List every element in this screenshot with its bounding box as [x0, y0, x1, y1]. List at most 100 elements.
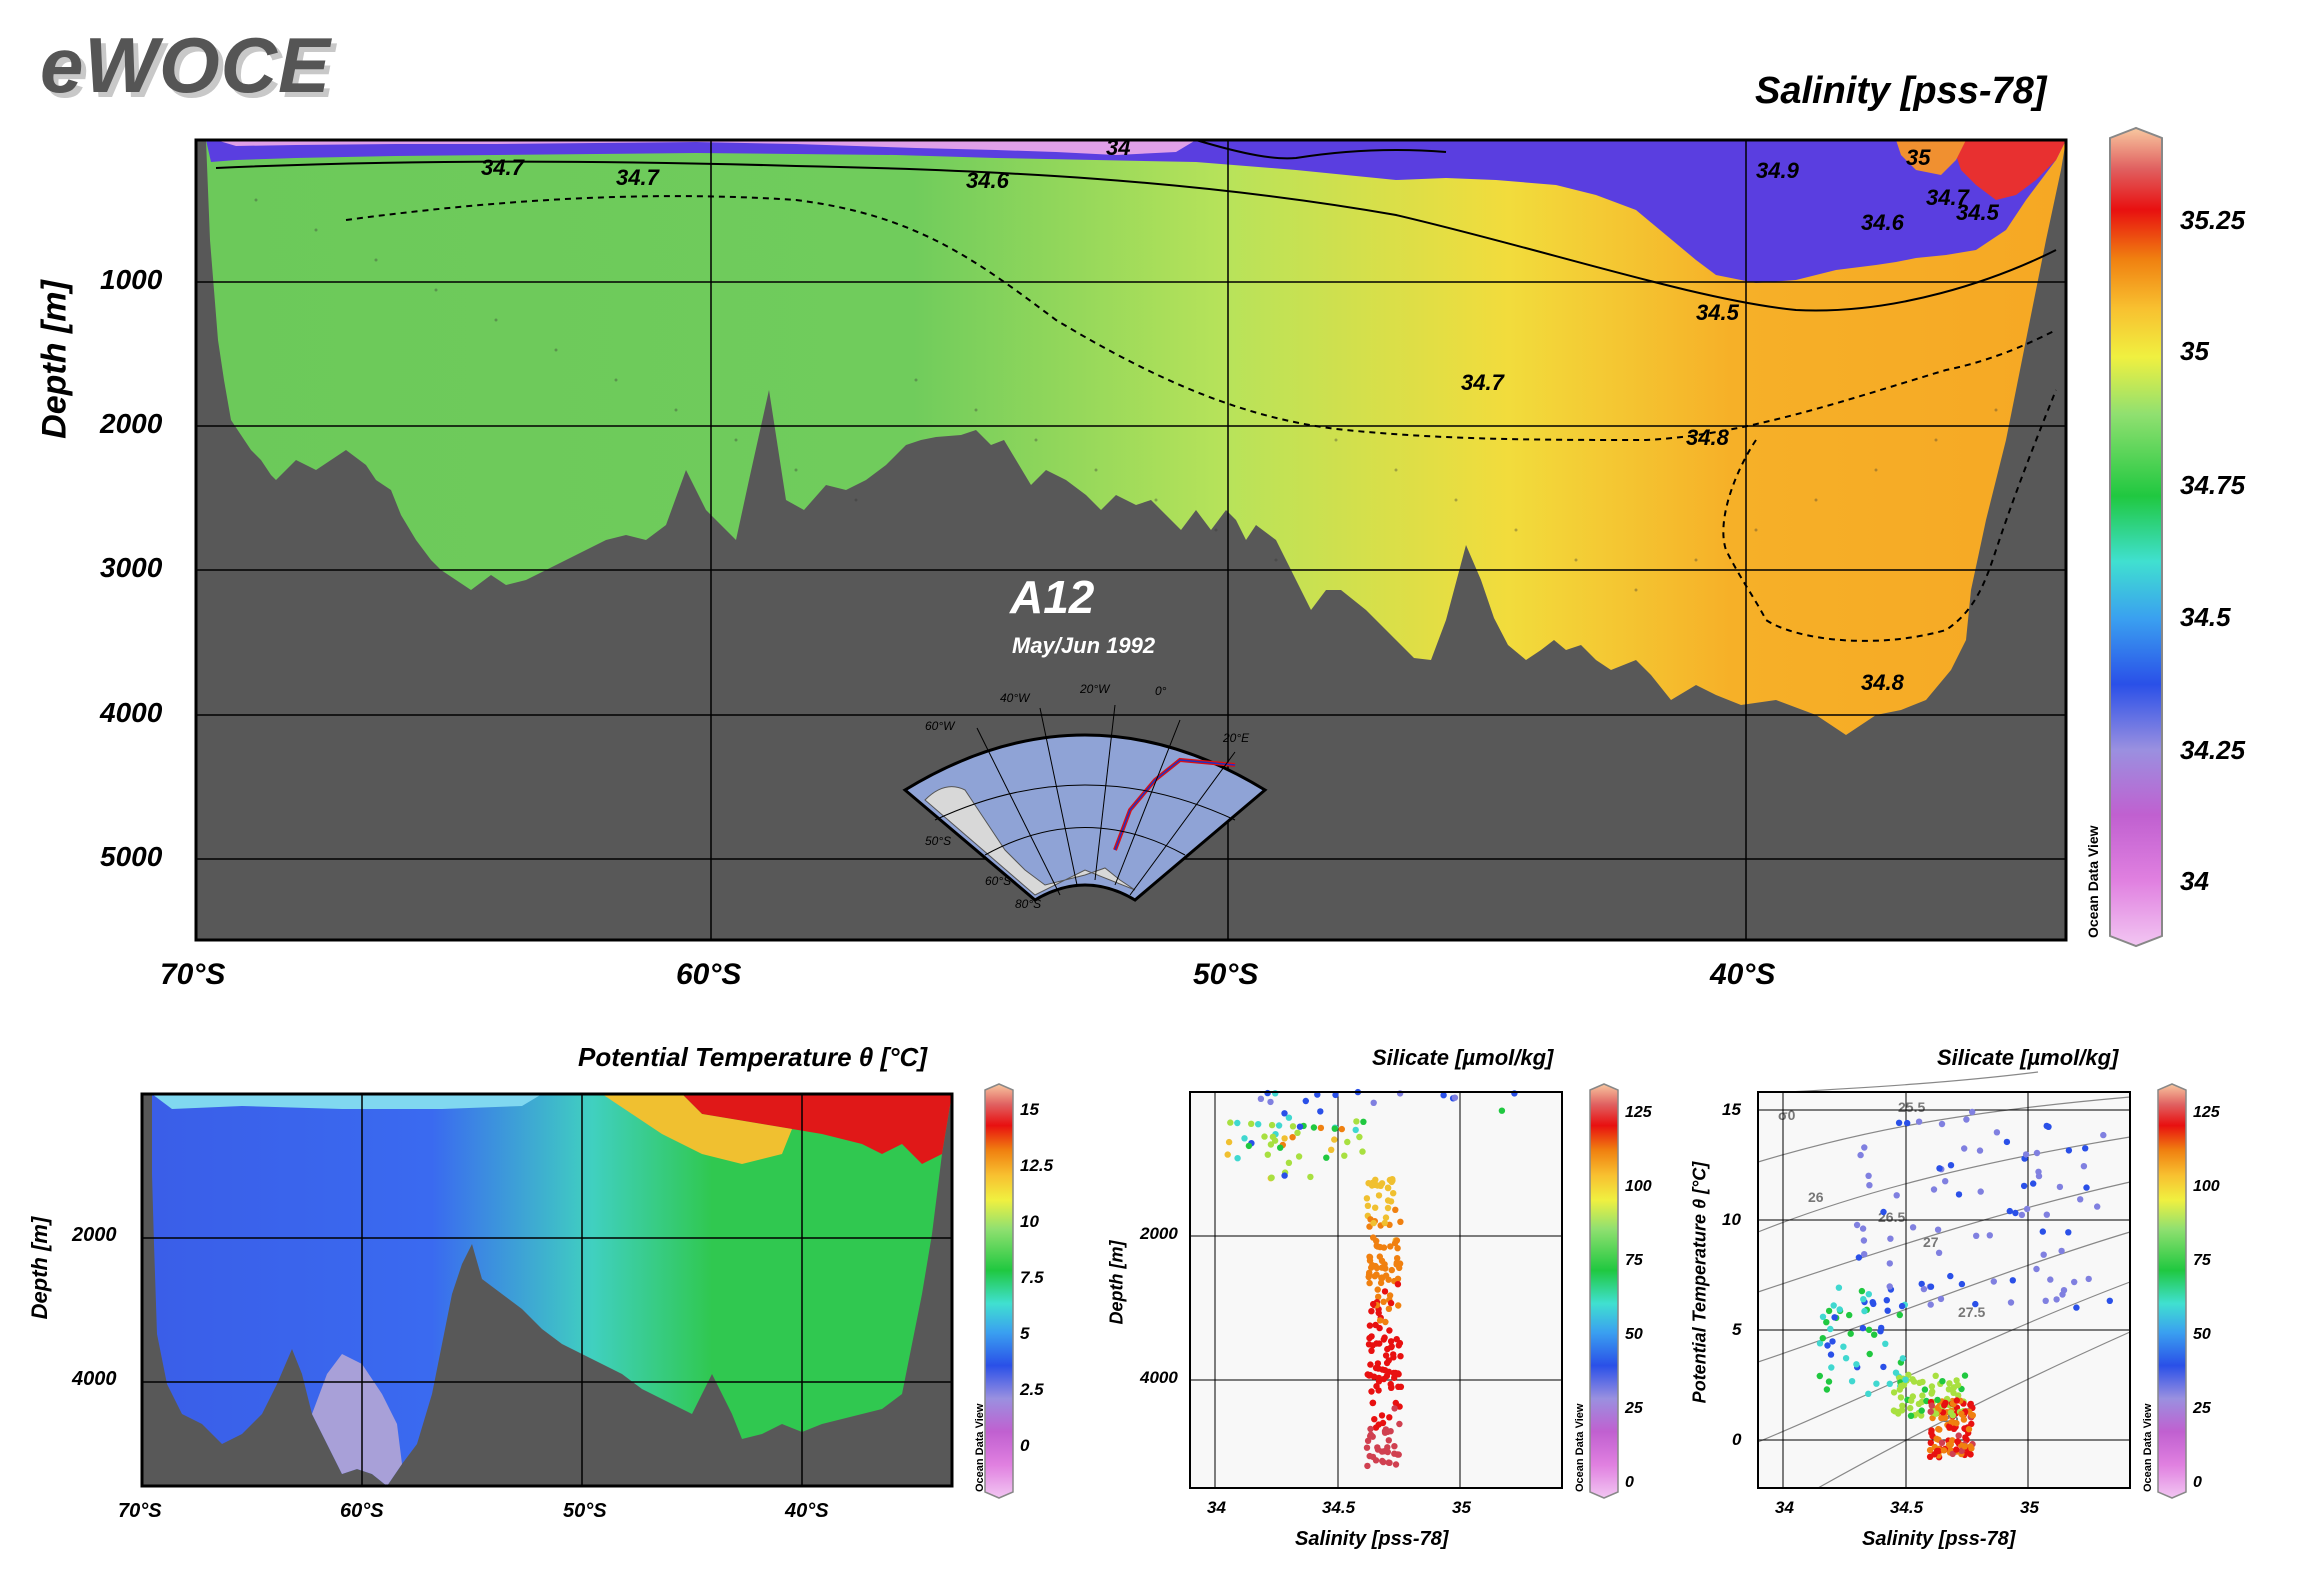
scatter-point	[1374, 1286, 1381, 1293]
scatter-point	[1840, 1343, 1847, 1350]
scatter-point	[1946, 1424, 1953, 1431]
scatter-point	[1929, 1388, 1936, 1395]
scatter-point	[1873, 1380, 1880, 1387]
scatter-point	[2077, 1196, 2084, 1203]
scatter-point	[1958, 1447, 1965, 1454]
contour-label: 34.6	[1861, 210, 1905, 235]
ts-y-tick: 5	[1732, 1320, 1742, 1339]
scatter-point	[1858, 1287, 1866, 1295]
scatter-point	[1394, 1451, 1401, 1458]
scatter-point	[1940, 1447, 1948, 1454]
scatter-point	[1829, 1338, 1836, 1345]
scatter-point	[1910, 1378, 1918, 1385]
scatter-point	[1908, 1397, 1915, 1404]
scatter-point	[1440, 1092, 1447, 1099]
scatter-point	[2018, 1211, 2026, 1219]
scatter-point	[1846, 1311, 1853, 1319]
scatter-point	[1955, 1392, 1962, 1399]
scatter-point	[1915, 1400, 1923, 1408]
salinity-colorbar	[2109, 126, 2163, 948]
contour-label: 34.8	[1861, 670, 1905, 695]
scatter-point	[1391, 1443, 1398, 1450]
scatter-point	[1391, 1374, 1398, 1381]
scatter-point	[2035, 1168, 2042, 1175]
contour-label: 34.5	[1956, 200, 2000, 225]
ts-plot: σ0 25.5 26 26.5 27 27.5 28	[1757, 1071, 2131, 1489]
scatter-point	[1871, 1331, 1878, 1338]
scatter-point	[1366, 1269, 1373, 1276]
scatter-point	[1884, 1307, 1891, 1314]
scatter-point	[1828, 1364, 1835, 1371]
scatter-point	[2020, 1182, 2028, 1190]
scatter-point	[1386, 1459, 1393, 1466]
theta-deep-field	[312, 1354, 402, 1486]
scatter-point	[1376, 1317, 1384, 1324]
scatter-point	[1388, 1384, 1395, 1391]
scatter-point	[1883, 1297, 1890, 1304]
scatter-point	[2047, 1276, 2054, 1283]
scatter-point	[2039, 1228, 2046, 1235]
inset-map-label: 80°S	[1015, 897, 1041, 911]
scatter-point	[1394, 1281, 1402, 1288]
contour-label: 34.6	[966, 168, 1010, 193]
scatter-point	[1895, 1119, 1903, 1126]
scatter-point	[1382, 1426, 1390, 1433]
scatter-point	[1953, 1446, 1960, 1453]
scatter-point	[1836, 1306, 1843, 1313]
scatter-point	[1374, 1360, 1382, 1367]
scatter-point	[1954, 1438, 1961, 1445]
scatter-point	[1381, 1219, 1388, 1227]
scatter-point	[1378, 1274, 1386, 1282]
scatter-point	[1961, 1372, 1969, 1379]
scatter-point	[1916, 1379, 1923, 1386]
scatter-point	[1391, 1239, 1399, 1247]
ts-colorbar-tick: 50	[2193, 1326, 2211, 1343]
si-depth-y-tick: 2000	[1140, 1224, 1178, 1243]
scatter-point	[1920, 1285, 1928, 1293]
scatter-point	[1394, 1255, 1401, 1262]
scatter-point	[2083, 1184, 2090, 1191]
scatter-point	[1373, 1271, 1380, 1278]
scatter-point	[1378, 1412, 1386, 1419]
inset-map: 60°W 40°W 20°W 0° 20°E 50°S 60°S 80°S	[902, 682, 1268, 911]
scatter-point	[1366, 1279, 1373, 1287]
scatter-point	[1816, 1372, 1823, 1380]
scatter-point	[1986, 1232, 1993, 1239]
scatter-point	[1294, 1129, 1301, 1136]
scatter-point	[2043, 1211, 2050, 1218]
theta-x-tick: 60°S	[340, 1500, 384, 1522]
scatter-point	[2056, 1183, 2064, 1191]
scatter-point	[1892, 1369, 1900, 1376]
scatter-point	[1383, 1359, 1391, 1367]
scatter-point	[1865, 1291, 1872, 1298]
scatter-point	[1370, 1300, 1377, 1308]
si-colorbar-tick: 75	[1625, 1252, 1643, 1269]
sigma-line-label: 27.5	[1958, 1304, 1985, 1320]
scatter-point	[1387, 1338, 1395, 1345]
si-depth-x-tick: 34	[1207, 1498, 1226, 1517]
scatter-point	[1950, 1389, 1957, 1396]
scatter-point	[1878, 1324, 1885, 1332]
scatter-point	[1451, 1094, 1459, 1101]
scatter-point	[1281, 1172, 1288, 1179]
scatter-point	[1926, 1453, 1934, 1460]
scatter-point	[1234, 1119, 1241, 1127]
colorbar-tick: 34	[2180, 866, 2209, 896]
salinity-sample-dots	[254, 198, 1998, 592]
inset-map-label: 60°W	[925, 719, 956, 733]
scatter-point	[1939, 1378, 1946, 1385]
scatter-point	[1310, 1124, 1318, 1131]
inset-map-label: 40°W	[1000, 691, 1031, 705]
theta-colorbar-tick: 2.5	[1020, 1380, 1044, 1399]
scatter-point	[1940, 1414, 1948, 1421]
scatter-point	[1976, 1147, 1984, 1154]
scatter-point	[1384, 1448, 1391, 1456]
scatter-point	[1225, 1138, 1233, 1146]
scatter-point	[1386, 1327, 1393, 1334]
scatter-point	[1391, 1405, 1398, 1412]
ts-colorbar-label: Ocean Data View	[2142, 1403, 2154, 1492]
contour-label: 34.7	[1926, 185, 1971, 210]
scatter-point	[1384, 1204, 1392, 1212]
scatter-point	[1378, 1448, 1386, 1455]
scatter-point	[1907, 1412, 1915, 1419]
